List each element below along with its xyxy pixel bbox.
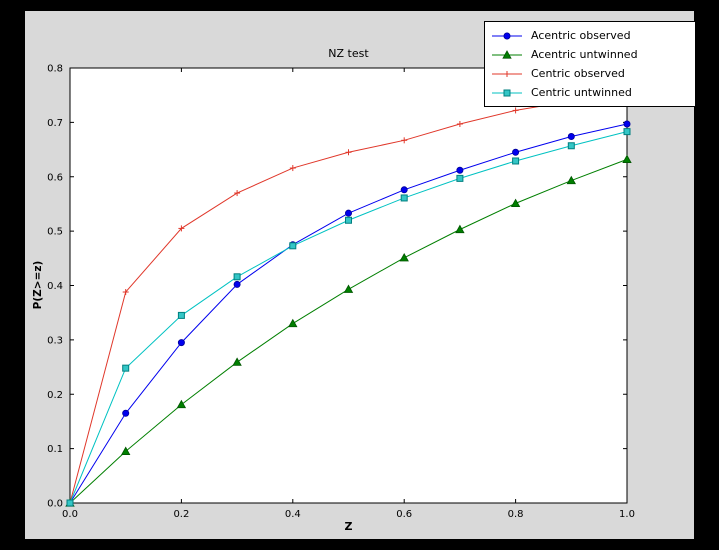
legend-item: Centric untwinned	[490, 83, 689, 102]
legend: Acentric observed Acentric untwinned Centr…	[484, 21, 696, 107]
legend-sample-0	[492, 32, 522, 39]
x-tick-label: 0.6	[396, 509, 412, 520]
y-axis-label: P(Z>=z)	[32, 260, 44, 310]
y-tick-label: 0.0	[47, 499, 63, 510]
x-tick-label: 0.0	[62, 509, 78, 520]
x-tick-label: 0.4	[285, 509, 301, 520]
x-tick-label: 0.2	[173, 509, 189, 520]
legend-label: Centric untwinned	[531, 86, 632, 99]
plot-area: 0.0 0.2 0.4 0.6 0.8 1.0 0.0 0.1 0.2 0.3 0.4 0.5 0.6 0…	[47, 64, 635, 521]
chart-title: NZ test	[328, 47, 369, 60]
legend-item: Acentric observed	[490, 26, 689, 45]
legend-label: Centric observed	[531, 67, 625, 80]
y-tick-label: 0.2	[47, 390, 63, 401]
legend-label: Acentric observed	[531, 29, 631, 42]
y-tick-label: 0.4	[47, 281, 63, 292]
legend-label: Acentric untwinned	[531, 48, 638, 61]
x-axis-label: Z	[344, 520, 353, 533]
y-tick-label: 0.5	[47, 227, 63, 238]
y-tick-label: 0.3	[47, 335, 63, 346]
y-tick-label: 0.1	[47, 444, 63, 455]
chart-figure: 0.0 0.2 0.4 0.6 0.8 1.0 0.0 0.1 0.2 0.3 0.4 0.5 0.6 0…	[25, 11, 696, 539]
legend-item: Centric observed	[490, 64, 689, 83]
legend-sample-3	[492, 89, 522, 96]
x-tick-label: 1.0	[619, 509, 635, 520]
series-3	[66, 128, 631, 507]
y-tick-label: 0.7	[47, 118, 63, 129]
legend-sample-2	[492, 70, 522, 77]
y-tick-label: 0.8	[47, 64, 63, 75]
x-tick-label: 0.8	[508, 509, 524, 520]
y-tick-label: 0.6	[47, 172, 63, 183]
legend-item: Acentric untwinned	[490, 45, 689, 64]
legend-sample-1	[492, 49, 522, 59]
